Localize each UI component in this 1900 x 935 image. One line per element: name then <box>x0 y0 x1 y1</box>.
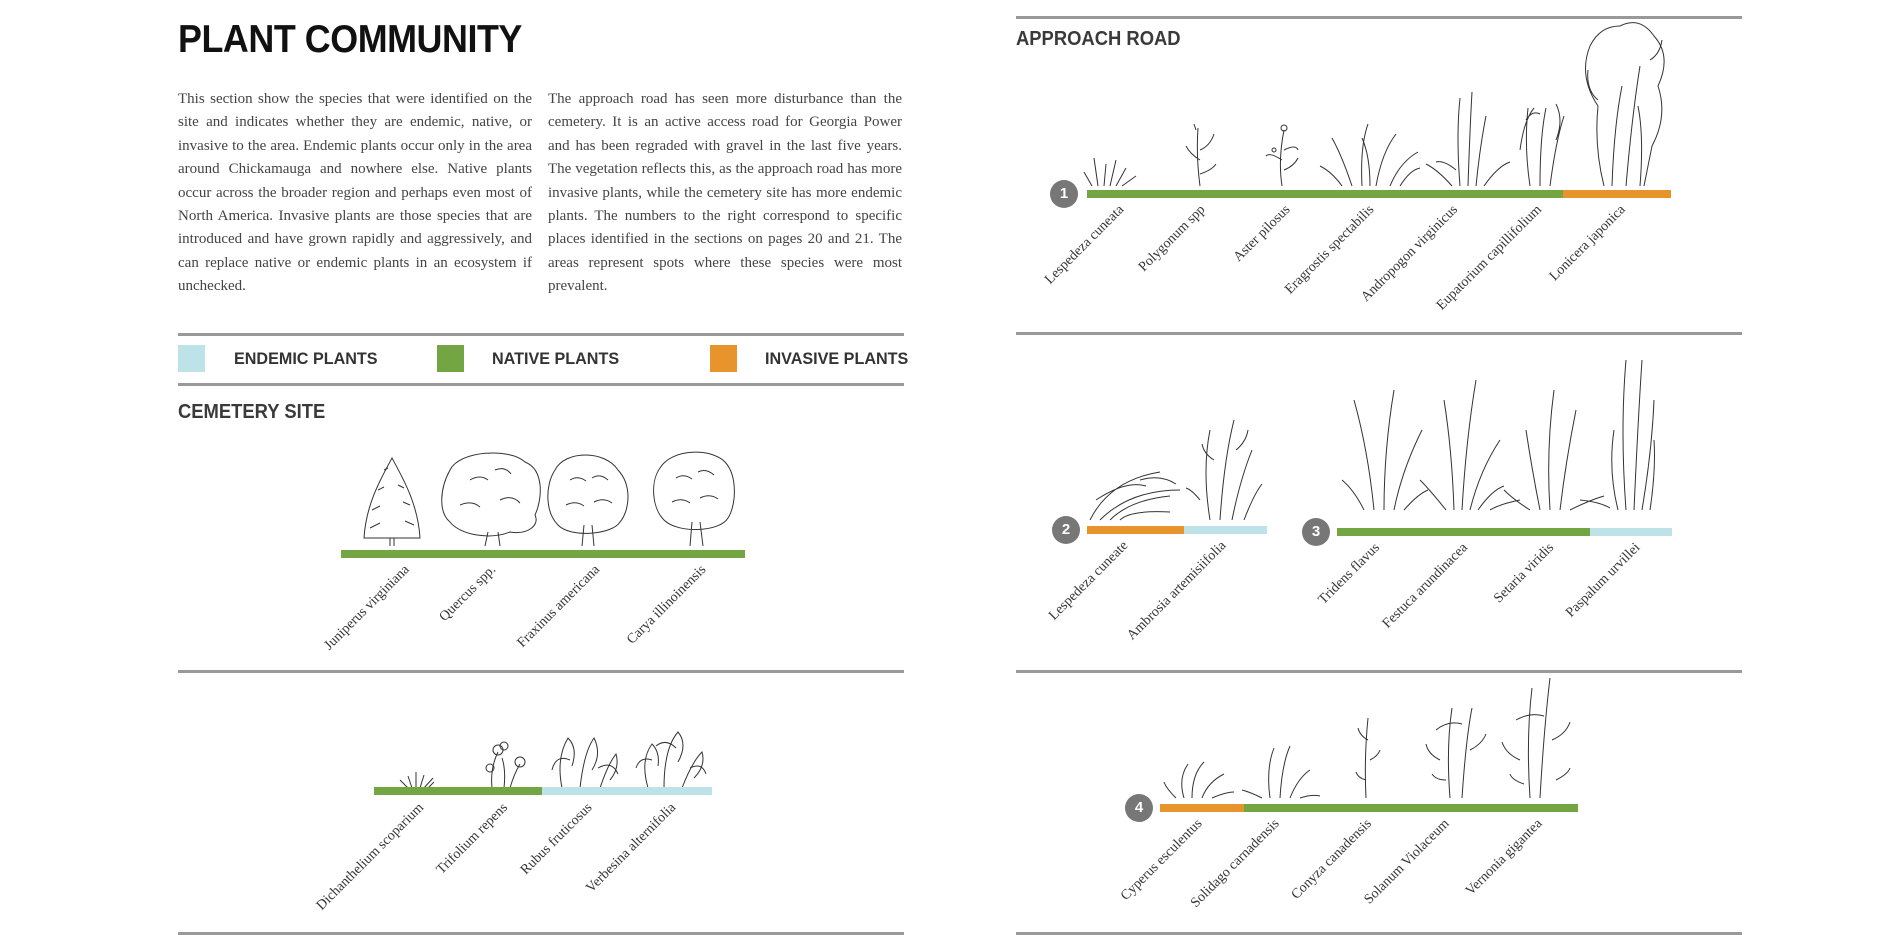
hickory-tree-icon <box>653 451 735 547</box>
verbesina-icon <box>635 731 707 789</box>
intro-paragraph-left: This section show the species that were … <box>178 91 532 295</box>
lespedeza-icon <box>1083 157 1137 187</box>
vernonia-icon <box>1501 677 1571 799</box>
cemetery-trees-native-bar <box>341 550 745 558</box>
legend-bottom-rule <box>178 383 904 386</box>
conyza-icon <box>1355 717 1381 799</box>
invasive-label: INVASIVE PLANTS <box>765 349 909 368</box>
area-1-native-bar <box>1087 190 1563 198</box>
area-4-badge: 4 <box>1125 794 1153 822</box>
cemetery-site-title: CEMETERY SITE <box>178 401 326 423</box>
area-2-endemic-bar <box>1184 526 1267 534</box>
eupatorium-icon <box>1519 103 1565 187</box>
ambrosia-icon <box>1185 419 1263 521</box>
dichanthelium-icon <box>399 772 435 789</box>
lonicera-icon <box>1585 22 1665 187</box>
area-1-invasive-bar <box>1563 190 1671 198</box>
paspalum-icon <box>1611 359 1655 511</box>
juniper-tree-icon <box>363 456 421 546</box>
rubus-icon <box>551 737 619 789</box>
approach-divider-rule-1 <box>1016 332 1742 335</box>
aster-icon <box>1265 124 1299 187</box>
endemic-swatch <box>178 345 205 372</box>
cemetery-ground-native-bar <box>374 787 542 795</box>
invasive-swatch <box>710 345 737 372</box>
setaria-icon <box>1489 389 1611 511</box>
area-3-endemic-bar <box>1590 528 1672 536</box>
polygonum-icon <box>1185 123 1217 187</box>
native-swatch <box>437 345 464 372</box>
approach-divider-rule-2 <box>1016 670 1742 673</box>
lespedeza-cuneate-icon <box>1089 471 1181 521</box>
native-label: NATIVE PLANTS <box>492 349 620 368</box>
oak-tree-icon <box>441 452 541 547</box>
andropogon-icon <box>1425 91 1511 187</box>
solidago-icon <box>1241 745 1321 799</box>
area-3-badge: 3 <box>1302 518 1330 546</box>
area-4-invasive-bar <box>1160 804 1244 812</box>
cyperus-icon <box>1163 761 1235 799</box>
ash-tree-icon <box>547 454 629 547</box>
approach-top-rule <box>1016 16 1742 19</box>
tridens-icon <box>1341 389 1429 511</box>
legend-top-rule <box>178 333 904 336</box>
area-2-badge: 2 <box>1052 516 1080 544</box>
cemetery-divider-rule <box>178 670 904 673</box>
trifolium-icon <box>485 741 526 789</box>
intro-paragraph-right: The approach road has seen more disturba… <box>548 91 902 295</box>
approach-road-title: APPROACH ROAD <box>1016 28 1181 50</box>
solanum-icon <box>1425 707 1487 799</box>
area-3-native-bar <box>1337 528 1590 536</box>
area-4-native-bar <box>1244 804 1578 812</box>
area-2-invasive-bar <box>1087 526 1184 534</box>
endemic-label: ENDEMIC PLANTS <box>234 349 378 368</box>
area-1-badge: 1 <box>1050 180 1078 208</box>
page-title: PLANT COMMUNITY <box>178 18 522 61</box>
cemetery-ground-endemic-bar <box>542 787 712 795</box>
festuca-icon <box>1419 379 1505 511</box>
eragrostis-icon <box>1319 123 1421 187</box>
